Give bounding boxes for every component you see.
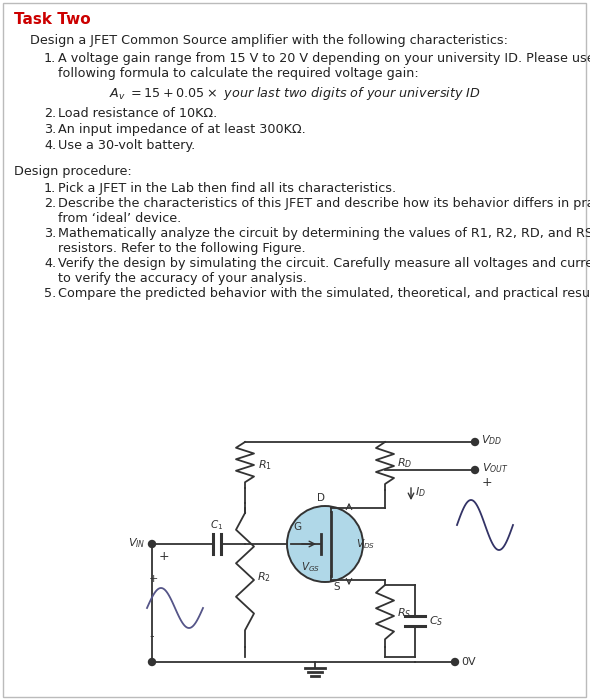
Text: to verify the accuracy of your analysis.: to verify the accuracy of your analysis. <box>58 272 307 285</box>
Text: 2.: 2. <box>44 197 56 210</box>
Text: D: D <box>317 493 325 503</box>
Text: -: - <box>149 630 153 643</box>
Text: +: + <box>482 475 493 489</box>
Text: An input impedance of at least 300KΩ.: An input impedance of at least 300KΩ. <box>58 123 306 136</box>
Text: Use a 30-volt battery.: Use a 30-volt battery. <box>58 139 195 152</box>
Text: Describe the characteristics of this JFET and describe how its behavior differs : Describe the characteristics of this JFE… <box>58 197 590 210</box>
Text: $I_D$: $I_D$ <box>415 485 426 499</box>
Text: S: S <box>333 582 340 592</box>
Text: $R_1$: $R_1$ <box>258 458 272 472</box>
Text: $V_{GS}$: $V_{GS}$ <box>301 560 320 574</box>
Text: 2.: 2. <box>44 107 56 120</box>
Text: +: + <box>149 574 158 584</box>
Text: $C_S$: $C_S$ <box>429 614 444 628</box>
Circle shape <box>451 659 458 666</box>
Text: $C_1$: $C_1$ <box>211 518 224 532</box>
Text: Task Two: Task Two <box>14 12 91 27</box>
Text: $A_v$ $= 15 + 0.05\times$ your last two digits of your university ID: $A_v$ $= 15 + 0.05\times$ your last two … <box>109 85 481 102</box>
Circle shape <box>471 466 478 473</box>
Text: Mathematically analyze the circuit by determining the values of R1, R2, RD, and : Mathematically analyze the circuit by de… <box>58 227 590 240</box>
Text: 1.: 1. <box>44 52 56 65</box>
Text: 3.: 3. <box>44 227 56 240</box>
Text: 4.: 4. <box>44 257 56 270</box>
Text: G: G <box>293 522 301 532</box>
Text: Design procedure:: Design procedure: <box>14 165 132 178</box>
Text: $V_{OUT}$: $V_{OUT}$ <box>482 461 509 475</box>
Text: Design a JFET Common Source amplifier with the following characteristics:: Design a JFET Common Source amplifier wi… <box>30 34 508 47</box>
Circle shape <box>149 659 156 666</box>
Text: resistors. Refer to the following Figure.: resistors. Refer to the following Figure… <box>58 242 306 255</box>
Text: 1.: 1. <box>44 182 56 195</box>
Text: from ‘ideal’ device.: from ‘ideal’ device. <box>58 212 181 225</box>
Text: $R_S$: $R_S$ <box>397 607 411 620</box>
Circle shape <box>471 438 478 445</box>
Text: 4.: 4. <box>44 139 56 152</box>
Text: $V_{IN}$: $V_{IN}$ <box>129 536 146 550</box>
Text: A voltage gain range from 15 V to 20 V depending on your university ID. Please u: A voltage gain range from 15 V to 20 V d… <box>58 52 590 65</box>
Text: $R_D$: $R_D$ <box>397 456 412 470</box>
Text: following formula to calculate the required voltage gain:: following formula to calculate the requi… <box>58 67 419 80</box>
Text: 0V: 0V <box>461 657 476 667</box>
Text: Pick a JFET in the Lab then find all its characteristics.: Pick a JFET in the Lab then find all its… <box>58 182 396 195</box>
Text: 3.: 3. <box>44 123 56 136</box>
Text: Load resistance of 10KΩ.: Load resistance of 10KΩ. <box>58 107 217 120</box>
Text: $V_{DS}$: $V_{DS}$ <box>356 537 375 551</box>
Text: $V_{DD}$: $V_{DD}$ <box>481 433 502 447</box>
Text: Verify the design by simulating the circuit. Carefully measure all voltages and : Verify the design by simulating the circ… <box>58 257 590 270</box>
Circle shape <box>287 506 363 582</box>
Text: 5.: 5. <box>44 287 56 300</box>
Text: Compare the predicted behavior with the simulated, theoretical, and practical re: Compare the predicted behavior with the … <box>58 287 590 300</box>
Text: +: + <box>159 550 170 563</box>
Circle shape <box>149 540 156 547</box>
Text: $R_2$: $R_2$ <box>257 570 271 584</box>
